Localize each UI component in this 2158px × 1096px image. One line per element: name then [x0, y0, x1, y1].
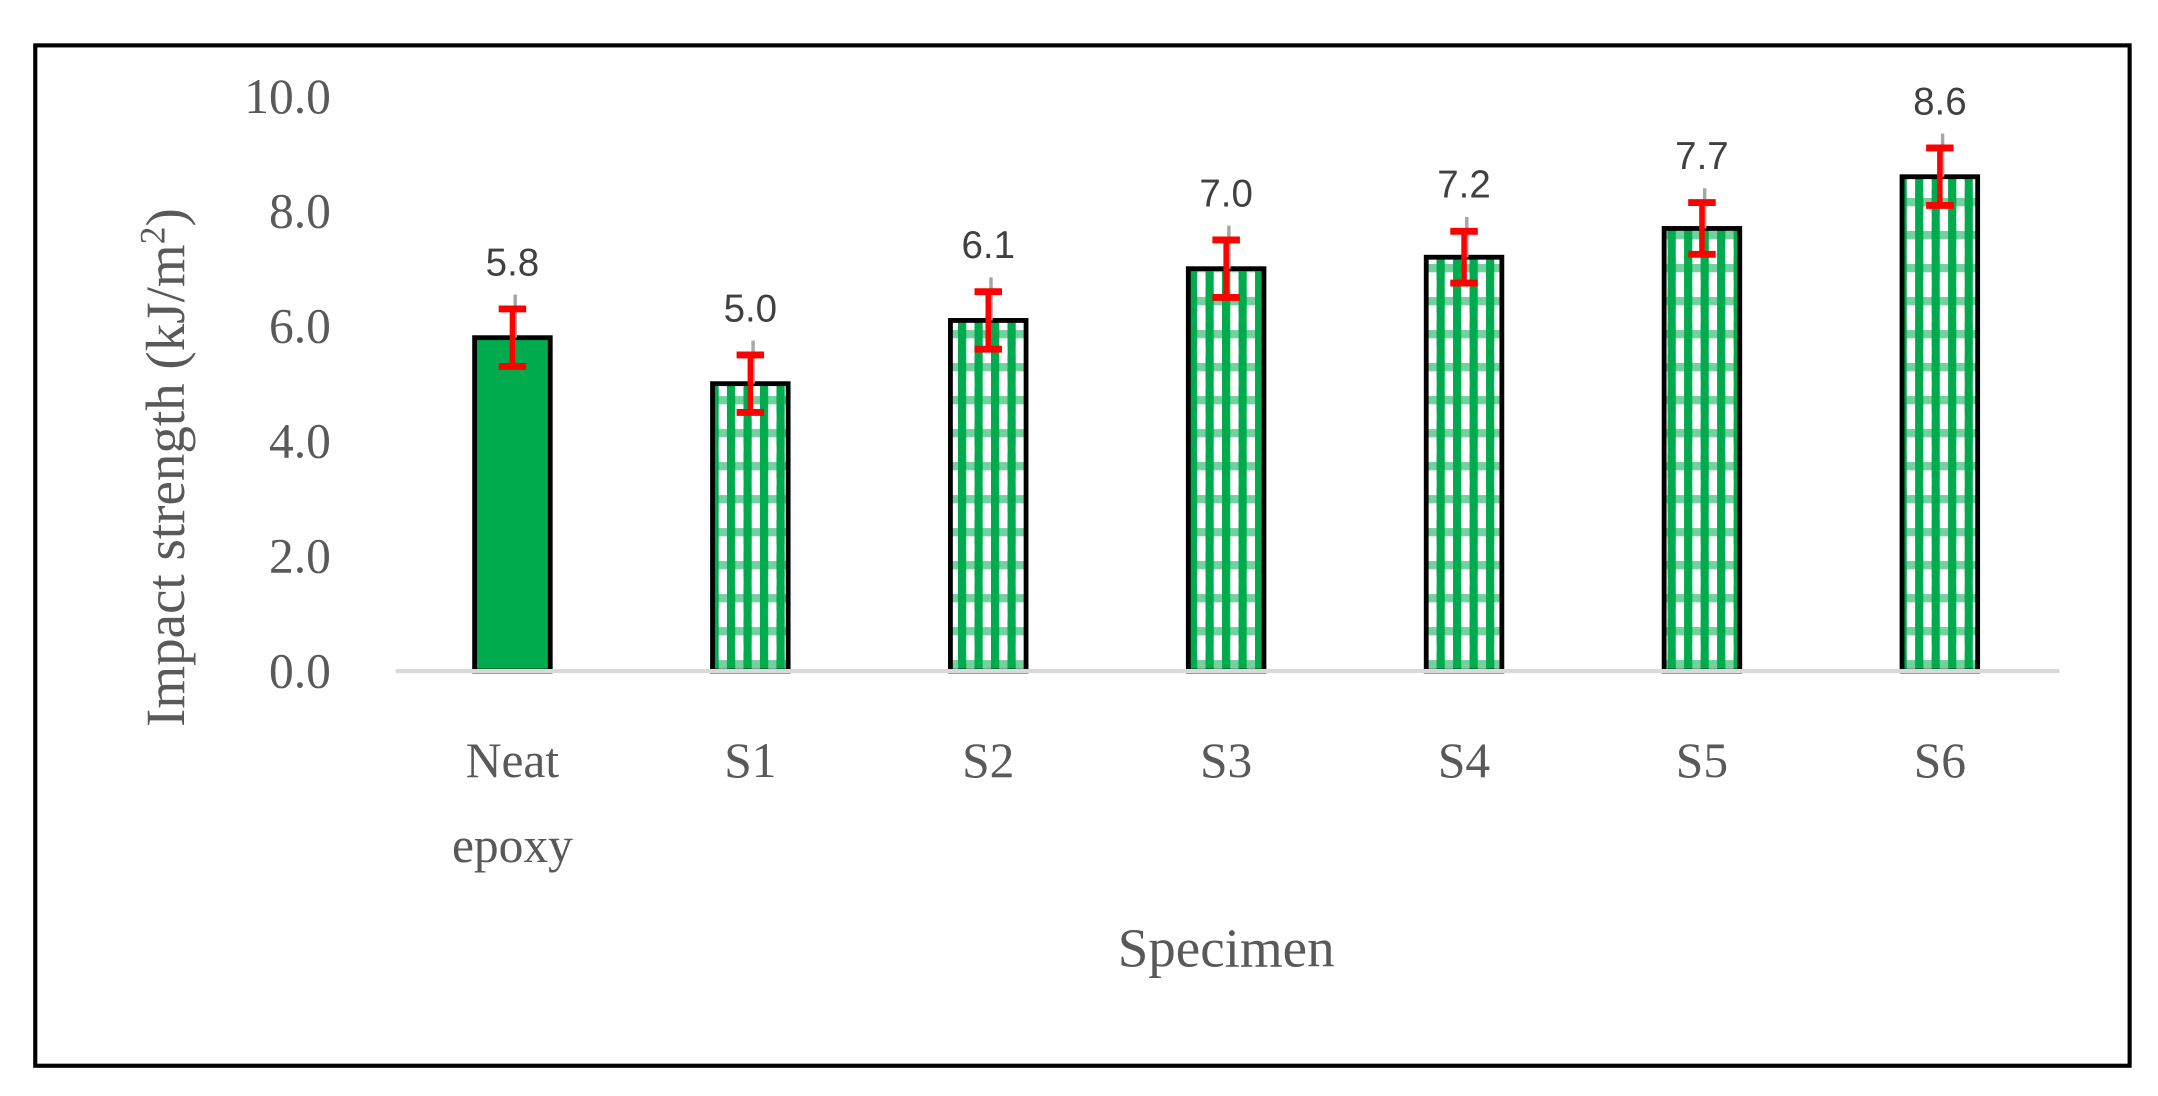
x-tick-label: S5 [1676, 733, 1728, 788]
data-label: 8.6 [1913, 80, 1967, 123]
data-label: 7.0 [1199, 172, 1253, 215]
chart-border [33, 43, 2132, 1068]
bar [1185, 266, 1267, 674]
data-label: 5.0 [724, 287, 778, 330]
y-tick-label: 2.0 [269, 529, 331, 584]
x-tick-label: Neat [466, 733, 560, 788]
bar [1423, 254, 1505, 674]
bar [710, 381, 791, 674]
x-tick-label: S2 [962, 733, 1014, 788]
bar [948, 318, 1029, 674]
y-tick-label: 4.0 [269, 414, 331, 469]
x-tick-label: S1 [724, 733, 776, 788]
x-tick-label: S4 [1438, 733, 1490, 788]
data-label: 7.2 [1437, 164, 1491, 207]
bar [1661, 226, 1743, 674]
bar [472, 335, 553, 674]
data-label: 5.8 [486, 241, 540, 284]
data-label: 6.1 [961, 224, 1015, 267]
y-tick-label: 6.0 [269, 299, 331, 354]
x-axis-title: Specimen [1118, 918, 1335, 979]
bar [1899, 174, 1981, 674]
y-axis-title: Impact strength (kJ/m2) [133, 208, 196, 727]
y-tick-label: 8.0 [269, 184, 331, 239]
x-tick-label: S3 [1200, 733, 1252, 788]
x-tick-label: epoxy [452, 818, 573, 873]
data-label: 7.7 [1675, 135, 1729, 178]
y-tick-label: 0.0 [269, 644, 331, 699]
y-tick-label: 10.0 [244, 69, 331, 124]
x-tick-label: S6 [1914, 733, 1966, 788]
